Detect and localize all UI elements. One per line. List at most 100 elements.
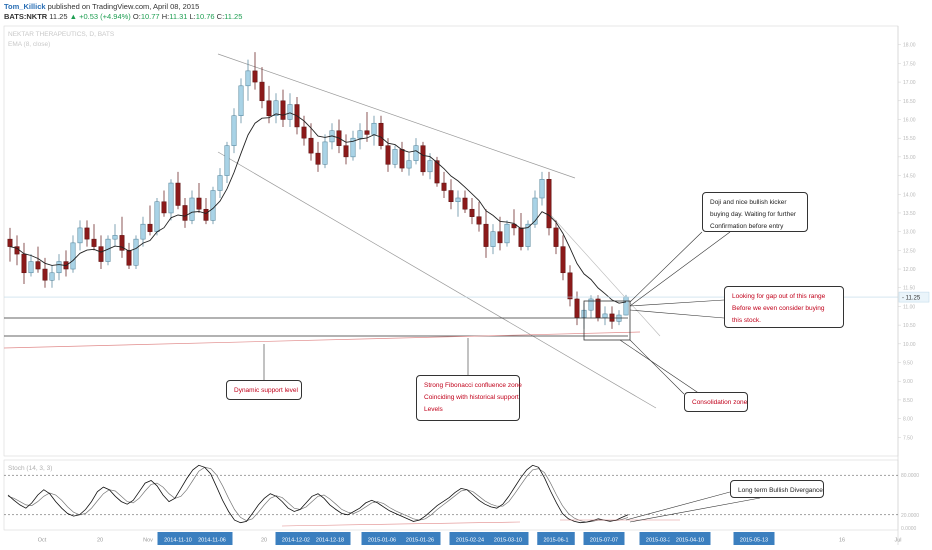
candle (259, 81, 265, 102)
candle (35, 261, 41, 270)
candle (588, 298, 594, 311)
author-link[interactable]: Tom_Killick (4, 2, 46, 11)
candle (539, 179, 545, 199)
price-tick-label: 8.00 (903, 417, 913, 423)
candle (280, 100, 286, 120)
time-axis-label: 2015-06-1 (543, 538, 568, 544)
candle (301, 126, 307, 139)
time-axis-badge (449, 532, 491, 545)
channel-mid (547, 211, 661, 337)
candle (70, 242, 76, 270)
candle (357, 130, 363, 139)
time-axis-label: Jul (894, 538, 901, 544)
candle (441, 182, 447, 191)
candle (49, 272, 55, 281)
time-axis-label: 2015-04-10 (676, 538, 704, 544)
consolidation-box (583, 300, 631, 341)
time-axis-badge (487, 532, 529, 545)
stoch-tick-label: 0.0000 (901, 526, 917, 532)
chart-frame (3, 25, 899, 545)
candle (28, 261, 34, 274)
time-axis-badge (669, 532, 711, 545)
candle (98, 246, 104, 262)
chart-header: Tom_Killick published on TradingView.com… (0, 0, 932, 24)
price-tick-label: 8.50 (903, 398, 913, 404)
candle (371, 122, 377, 135)
price-tick-label: 12.00 (903, 267, 916, 273)
time-axis-badge (399, 532, 441, 545)
time-axis-badge (361, 532, 403, 545)
channel-upper (217, 53, 576, 179)
high-label: H: (161, 12, 170, 21)
candle (7, 238, 13, 247)
note-doji: Doji and nice bullish kicker buying day.… (702, 192, 808, 232)
ema-legend: EMA (8, close) (8, 41, 50, 48)
price-tick-label: 10.00 (903, 342, 916, 348)
price-tick-label: 17.00 (903, 80, 916, 86)
candle (483, 223, 489, 247)
note-gap-line-2: Before we even consider buying (732, 305, 825, 312)
candle (126, 250, 132, 266)
candle (385, 145, 391, 165)
candle (406, 160, 412, 169)
time-axis-label: 2015-01-26 (406, 538, 434, 544)
candle (238, 85, 244, 116)
time-axis-label: 2015-02-24 (456, 538, 484, 544)
note-divergence: Long term Bullish Divergance (730, 480, 824, 498)
price-tick-label: 9.50 (903, 361, 913, 367)
candle (189, 197, 195, 221)
candle (504, 223, 510, 244)
time-axis-label: 2014-12-18 (316, 538, 344, 544)
candle (119, 235, 125, 251)
price-change: ▲ +0.53 (+4.94%) (69, 12, 131, 21)
price-tick-label: 13.50 (903, 211, 916, 217)
price-tick-label: 13.00 (903, 230, 916, 236)
candle (91, 238, 97, 247)
dynamic-support-line (3, 331, 641, 349)
note-fib-line-1: Strong Fibonacci confluence zone (424, 382, 522, 389)
channel-lower (217, 151, 657, 409)
price-tick-label: 15.00 (903, 155, 916, 161)
time-axis-label: 2015-01-06 (368, 538, 396, 544)
candle (133, 238, 139, 266)
price-tick-label: 16.00 (903, 117, 916, 123)
stoch-tick-label: 20.0000 (901, 513, 919, 519)
candle (112, 235, 118, 240)
consolidation-callout-b (619, 339, 701, 395)
candle (266, 100, 272, 116)
open-label: O: (132, 12, 141, 21)
candle (343, 145, 349, 158)
candle (168, 182, 174, 214)
time-axis-label: 20 (261, 538, 267, 544)
stoch-k-line (7, 464, 629, 524)
candle (21, 253, 27, 274)
price-tick-label: 11.00 (903, 304, 915, 310)
note-gap: Looking for gap out of this range Before… (724, 286, 844, 328)
ema-line (9, 112, 627, 304)
note-doji-line-3: Confirmation before entry (710, 223, 784, 230)
price-tick-label: 15.50 (903, 136, 916, 142)
candle (560, 246, 566, 274)
note-doji-line-2: buying day. Waiting for further (710, 211, 796, 218)
ema-path (9, 112, 627, 304)
low-label: L: (189, 12, 196, 21)
candle (42, 268, 48, 281)
price-tick-label: 14.50 (903, 174, 916, 180)
doji-callout-a (629, 231, 703, 303)
time-axis-label: 2015-03-10 (494, 538, 522, 544)
candle (469, 208, 475, 217)
note-divergence-line: Long term Bullish Divergance (738, 487, 823, 494)
candle (56, 261, 62, 274)
candle (217, 175, 223, 191)
candle (378, 122, 384, 146)
last-price-tag (898, 291, 930, 303)
high-value: 11.31 (169, 12, 188, 21)
candle (490, 231, 496, 247)
candles (7, 52, 629, 329)
stoch-title: Stoch (14, 3, 3) (8, 465, 52, 472)
stoch-pane: 80.0000 20.0000 0.0000 (4, 464, 919, 532)
annotation-lines (263, 231, 761, 523)
trend-channel (217, 53, 661, 409)
candle (175, 182, 181, 206)
